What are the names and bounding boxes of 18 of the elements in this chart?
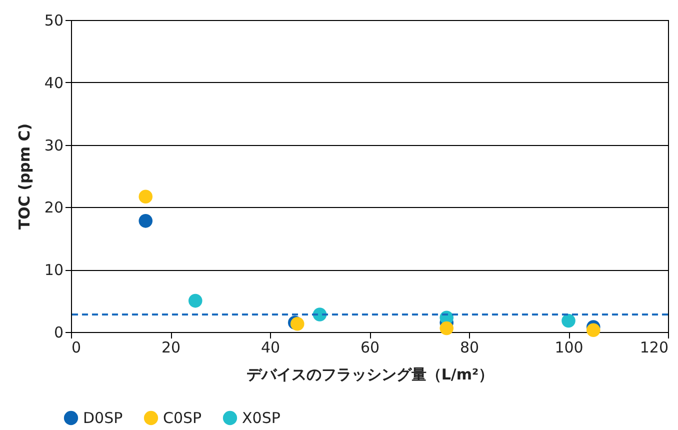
y-tick-label: 30 [44,136,64,154]
y-axis-title: TOC (ppm C) [15,123,34,230]
x-tick-label: 20 [161,338,181,356]
x-axis-title: デバイスのフラッシング量（L/m²） [246,366,494,384]
y-tick-label: 0 [54,324,64,342]
y-tick-label: 50 [44,12,64,30]
x-tick-label: 100 [554,338,584,356]
x-tick-label: 80 [460,338,480,356]
x-tick-label: 40 [260,338,280,356]
legend-label: D0SP [83,409,123,427]
x-tick-label: 120 [640,338,668,356]
x-tick-label: 0 [72,338,82,356]
legend-label: C0SP [163,409,202,427]
x-tick-label: 60 [360,338,380,356]
y-tick-label: 40 [44,74,64,92]
legend-label: X0SP [242,409,280,427]
y-tick-label: 20 [44,198,64,217]
y-tick-label: 10 [44,261,64,280]
